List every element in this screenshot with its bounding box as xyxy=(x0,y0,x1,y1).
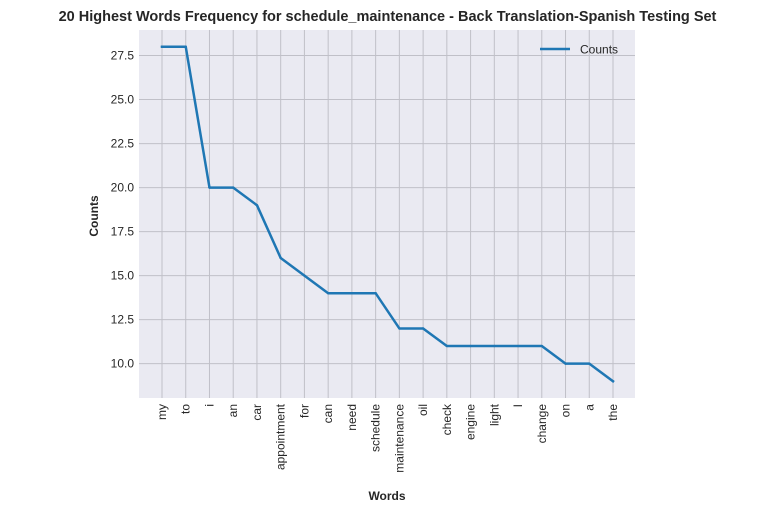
y-tick-label: 12.5 xyxy=(111,313,135,327)
x-tick-label: I xyxy=(511,404,525,407)
legend: Counts xyxy=(540,43,618,57)
x-tick-label: for xyxy=(297,404,311,418)
grid-lines xyxy=(139,30,635,398)
y-axis-ticks: 10.0 12.5 15.0 17.5 20.0 22.5 25.0 27.5 xyxy=(111,49,135,371)
x-tick-label: oil xyxy=(416,404,430,416)
x-axis-label: Words xyxy=(368,489,405,503)
data-point xyxy=(398,327,401,330)
x-axis-ticks: my to i an car appointment for can need schedule m… xyxy=(155,403,620,473)
x-tick-label: check xyxy=(440,403,454,435)
data-point xyxy=(184,45,187,48)
plot-area xyxy=(139,30,635,398)
y-tick-label: 15.0 xyxy=(111,269,135,283)
data-point xyxy=(279,256,282,260)
x-tick-label: i xyxy=(202,404,216,407)
data-point xyxy=(493,344,496,348)
data-point xyxy=(611,380,615,383)
x-tick-label: change xyxy=(535,404,549,444)
data-point xyxy=(588,362,591,365)
y-tick-label: 17.5 xyxy=(111,225,135,239)
y-axis-label: Counts xyxy=(87,195,101,237)
data-point xyxy=(160,45,164,48)
x-tick-label: an xyxy=(226,404,240,417)
x-tick-label: need xyxy=(345,404,359,431)
x-tick-label: engine xyxy=(464,404,478,440)
data-point xyxy=(374,292,377,295)
x-tick-label: my xyxy=(155,404,169,420)
data-point xyxy=(232,186,235,189)
x-tick-label: a xyxy=(582,404,596,411)
data-point xyxy=(445,344,449,348)
data-point xyxy=(255,203,259,207)
data-point xyxy=(540,344,543,348)
data-point xyxy=(303,274,306,277)
chart-title: 20 Highest Words Frequency for schedule_… xyxy=(58,9,717,25)
data-point xyxy=(208,186,211,189)
x-tick-label: maintenance xyxy=(392,404,406,473)
data-point xyxy=(516,344,520,348)
x-tick-label: the xyxy=(606,404,620,421)
x-tick-label: car xyxy=(250,404,264,421)
data-point xyxy=(326,292,330,295)
y-tick-label: 20.0 xyxy=(111,181,135,195)
x-tick-label: light xyxy=(487,403,501,426)
legend-label: Counts xyxy=(580,43,618,57)
y-tick-label: 22.5 xyxy=(111,137,135,151)
data-point xyxy=(421,327,425,330)
series-layer xyxy=(160,45,615,384)
data-point xyxy=(564,362,567,365)
y-tick-label: 27.5 xyxy=(111,49,135,63)
series-line-0 xyxy=(160,45,615,384)
data-point xyxy=(350,292,354,295)
y-tick-label: 25.0 xyxy=(111,93,135,107)
y-tick-label: 10.0 xyxy=(111,357,135,371)
x-tick-label: can xyxy=(321,404,335,423)
x-tick-label: to xyxy=(179,404,193,414)
data-point xyxy=(469,344,472,348)
x-tick-label: appointment xyxy=(274,403,288,470)
x-tick-label: schedule xyxy=(369,404,383,452)
x-tick-label: on xyxy=(559,404,573,417)
